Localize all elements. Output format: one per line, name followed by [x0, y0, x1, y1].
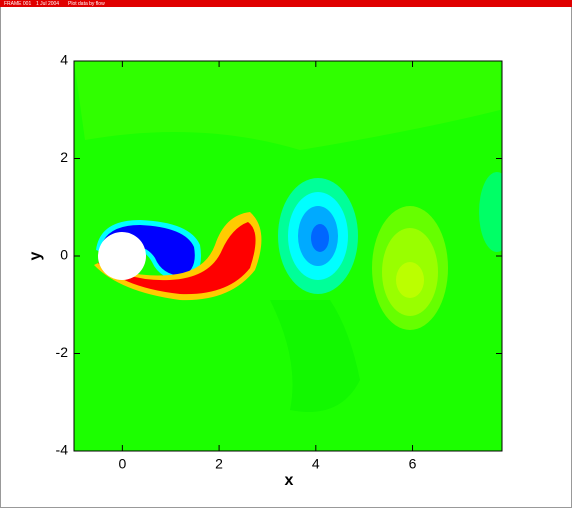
y-tick-label: 0: [60, 247, 68, 263]
y-tick-label: 4: [60, 52, 68, 68]
level: [396, 262, 424, 298]
x-axis-label: x: [285, 472, 294, 489]
header-text: FRAME 001: [4, 1, 31, 7]
header-text: 1 Jul 2004: [36, 1, 59, 7]
y-tick-label: -2: [56, 344, 69, 360]
x-tick-label: 0: [118, 456, 126, 472]
header-text: Plot data by flow: [68, 1, 105, 7]
level: [98, 222, 256, 295]
y-tick-label: 2: [60, 149, 68, 165]
x-tick-label: 6: [409, 456, 417, 472]
y-axis-label: y: [27, 251, 44, 260]
x-tick-label: 2: [215, 456, 223, 472]
level: [270, 300, 360, 412]
contour-field: [74, 61, 502, 451]
title-bar: [0, 0, 572, 7]
level: [311, 224, 329, 252]
y-tick-label: -4: [56, 442, 69, 458]
level: [479, 172, 502, 252]
x-tick-label: 4: [312, 456, 320, 472]
cylinder: [98, 232, 146, 280]
level: [74, 61, 500, 150]
